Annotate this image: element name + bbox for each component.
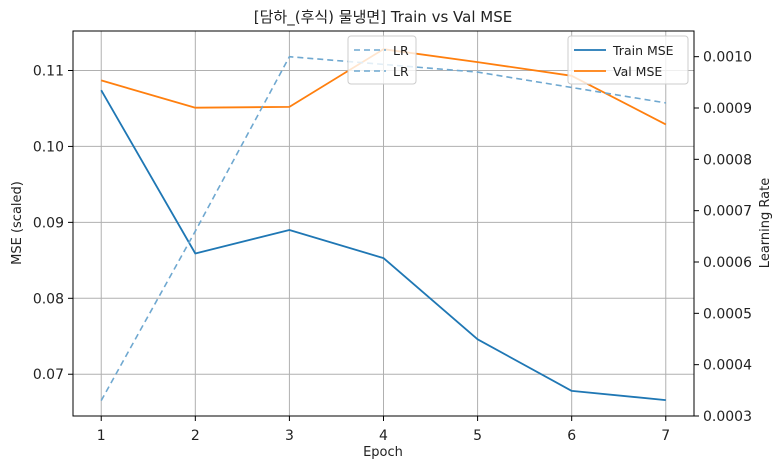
legends: LR LR Train MSE Val MSE <box>347 35 689 85</box>
x-tick-label: 7 <box>661 428 670 444</box>
y2-tick-label: 0.0009 <box>703 101 752 117</box>
y2-tick-label: 0.0007 <box>703 204 752 220</box>
x-tick-label: 6 <box>567 428 576 444</box>
legend-box <box>347 35 417 85</box>
y2-tick-label: 0.0004 <box>703 358 752 374</box>
y2-tick-label: 0.0005 <box>703 306 752 322</box>
legend-mse: Train MSE Val MSE <box>567 35 689 85</box>
x-tick-label: 4 <box>379 428 388 444</box>
x-tick-label: 2 <box>191 428 200 444</box>
chart-title: [담하_(후식) 물냉면] Train vs Val MSE <box>254 8 512 27</box>
grid <box>73 31 694 416</box>
legend-lr: LR LR <box>347 35 417 85</box>
y-tick-label: 0.09 <box>33 215 64 231</box>
y2-tick-label: 0.0010 <box>703 50 752 66</box>
y-tick-label: 0.11 <box>33 63 64 79</box>
series-line-train-mse <box>100 89 666 401</box>
x-axis: 1 2 3 4 5 6 7 <box>97 416 670 444</box>
y2-tick-label: 0.0006 <box>703 255 752 271</box>
y-axis-right: 0.0003 0.0004 0.0005 0.0006 0.0007 0.0008 0.00… <box>694 50 752 425</box>
y2-tick-label: 0.0003 <box>703 409 752 425</box>
x-tick-label: 1 <box>97 428 106 444</box>
y-tick-label: 0.07 <box>33 367 64 383</box>
y2-tick-label: 0.0008 <box>703 152 752 168</box>
legend-box <box>567 35 689 85</box>
series-line-lr <box>100 55 666 401</box>
y2-axis-label: Learning Rate <box>758 178 773 268</box>
x-axis-label: Epoch <box>363 445 403 460</box>
legend-label: Train MSE <box>612 43 674 58</box>
legend-label: LR <box>393 43 409 58</box>
y-axis-left: 0.07 0.08 0.09 0.10 0.11 <box>33 63 73 383</box>
y-tick-label: 0.10 <box>33 139 64 155</box>
legend-label: LR <box>393 64 409 79</box>
x-tick-label: 3 <box>285 428 294 444</box>
y-tick-label: 0.08 <box>33 291 64 307</box>
y-axis-label: MSE (scaled) <box>10 181 25 265</box>
x-tick-label: 5 <box>473 428 482 444</box>
legend-label: Val MSE <box>613 64 662 79</box>
